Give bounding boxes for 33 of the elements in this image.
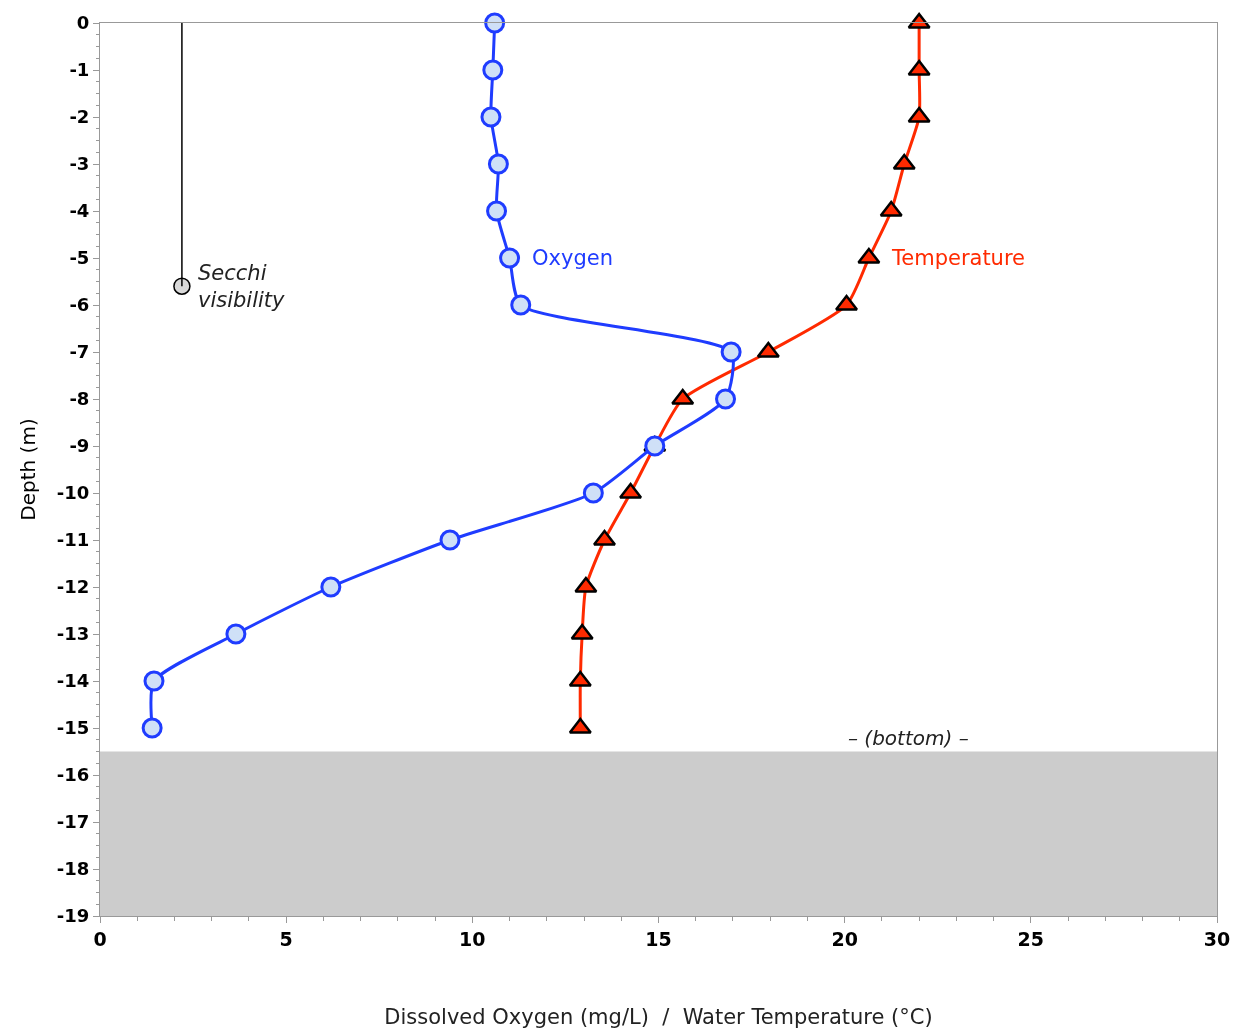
y-tick-label: -5: [69, 247, 90, 269]
annotation: Secchi visibility: [198, 261, 286, 313]
y-tick-label: -18: [56, 858, 90, 880]
x-tick-label: 30: [1203, 927, 1231, 950]
band-label: – (bottom) –: [848, 726, 969, 750]
series-label: Temperature: [891, 246, 1026, 270]
x-tick-label: 25: [1017, 927, 1045, 950]
y-axis-title: Depth (m): [16, 418, 41, 521]
y-tick-label: -7: [69, 341, 90, 363]
y-tick-label: -10: [56, 482, 90, 504]
y-tick-label: -15: [56, 717, 90, 739]
y-tick-label: -3: [69, 153, 90, 175]
y-tick-label: -19: [56, 905, 90, 927]
y-tick-label: -17: [56, 811, 90, 833]
y-tick-label: -6: [69, 294, 90, 316]
x-tick-label: 5: [279, 927, 293, 950]
y-tick-label: -14: [56, 670, 90, 692]
y-tick-label: -16: [56, 764, 90, 786]
y-tick-label: -1: [69, 59, 90, 81]
y-tick-label: -13: [56, 623, 90, 645]
x-tick-label: 0: [93, 927, 107, 950]
y-tick-label: -9: [69, 435, 90, 457]
y-tick-label: -11: [56, 529, 90, 551]
y-tick-label: -12: [56, 576, 90, 598]
x-axis-title: Dissolved Oxygen (mg/L) / Water Temperature (°C): [384, 1005, 933, 1029]
y-tick-label: -4: [69, 200, 90, 222]
y-tick-label: -8: [69, 388, 90, 410]
x-tick-label: 20: [831, 927, 858, 950]
y-tick-label: 0: [76, 12, 90, 34]
series-label: Oxygen: [532, 246, 613, 270]
x-tick-label: 10: [459, 927, 486, 950]
y-tick-label: -2: [69, 106, 90, 128]
x-tick-label: 15: [645, 927, 672, 950]
